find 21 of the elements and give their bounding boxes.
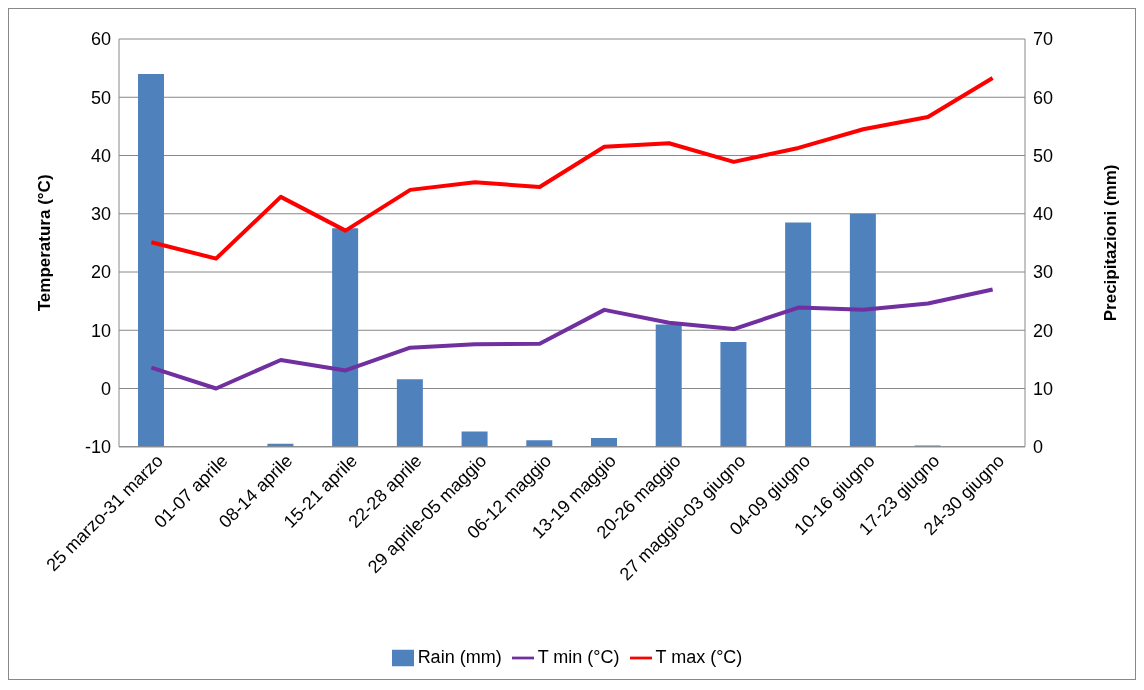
y-tick-label: 10 [90, 320, 111, 341]
y-tick-label: 20 [90, 262, 111, 283]
y2-tick-label: 70 [1033, 29, 1054, 50]
legend-label: T min (°C) [537, 646, 620, 667]
y2-tick-label: 0 [1033, 437, 1044, 458]
y2-tick-label: 10 [1033, 378, 1054, 399]
y-tick-label: 60 [90, 29, 111, 50]
y-tick-label: 30 [90, 204, 111, 225]
legend-label: T max (°C) [655, 646, 743, 667]
legend-label: Rain (mm) [417, 646, 502, 667]
y2-axis-title: Precipitazioni (mm) [1101, 164, 1121, 322]
y-tick-label: -10 [84, 437, 111, 458]
y-tick-label: 50 [90, 87, 111, 108]
y-tick-label: 0 [100, 378, 111, 399]
y-axis-title: Temperatura (°C) [35, 174, 55, 312]
y2-tick-label: 60 [1033, 87, 1054, 108]
y-tick-label: 40 [90, 145, 111, 166]
y2-tick-label: 20 [1033, 320, 1054, 341]
y2-tick-label: 50 [1033, 145, 1054, 166]
y2-tick-label: 40 [1033, 204, 1054, 225]
y2-tick-label: 30 [1033, 262, 1054, 283]
